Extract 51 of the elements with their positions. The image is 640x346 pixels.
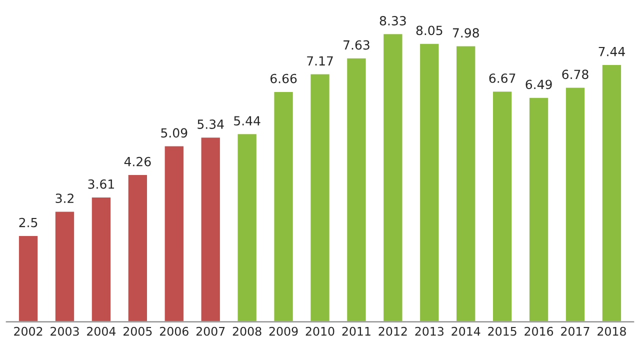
data-label: 6.66 (270, 74, 297, 84)
data-label: 7.63 (344, 40, 370, 50)
bar (54, 210, 76, 322)
x-tick-label: 2014 (452, 326, 480, 336)
x-tick-label: 2008 (232, 326, 262, 336)
bar (163, 144, 185, 322)
data-label: 8.05 (416, 26, 442, 36)
bar (455, 44, 477, 322)
bar (564, 86, 586, 322)
x-tick-label: 2013 (415, 326, 444, 336)
x-tick-label: 2003 (50, 326, 79, 336)
bar (18, 234, 39, 322)
data-label: 2.5 (19, 218, 38, 228)
bar (492, 90, 514, 322)
x-tick-label: 2018 (598, 326, 626, 336)
data-label: 6.67 (489, 73, 516, 83)
data-label: 5.09 (161, 128, 188, 138)
x-tick-label: 2005 (124, 326, 152, 336)
x-tick-label: 2006 (160, 326, 188, 336)
x-tick-label: 2015 (488, 326, 516, 336)
data-label: 4.26 (124, 156, 151, 166)
data-label: 3.61 (88, 179, 114, 189)
x-tick-label: 2012 (378, 326, 407, 336)
data-label: 8.33 (380, 16, 406, 26)
bar (601, 64, 622, 322)
x-tick-label: 2011 (342, 326, 370, 336)
data-label: 6.78 (562, 70, 588, 80)
bar (346, 56, 368, 322)
bar (236, 132, 258, 322)
x-tick-label: 2009 (269, 326, 298, 336)
bar (309, 72, 331, 322)
data-label: 5.44 (234, 116, 260, 126)
data-label: 6.49 (526, 80, 552, 90)
bar (382, 32, 404, 322)
bar (126, 174, 148, 322)
bar (418, 42, 440, 322)
bar (200, 136, 222, 322)
x-tick-label: 2010 (306, 326, 334, 336)
bar (90, 196, 112, 322)
data-label: 5.34 (198, 120, 224, 129)
data-label: 3.2 (56, 194, 74, 204)
x-tick-label: 2007 (196, 326, 225, 336)
x-tick-label: 2016 (524, 326, 554, 336)
data-label: 7.98 (452, 28, 479, 38)
x-tick-label: 2002 (14, 326, 42, 336)
bar (272, 90, 294, 322)
x-tick-label: 2004 (87, 326, 116, 336)
data-label: 7.17 (307, 56, 333, 66)
bar (528, 96, 550, 322)
data-label: 7.44 (598, 46, 625, 56)
x-tick-label: 2017 (561, 326, 590, 336)
